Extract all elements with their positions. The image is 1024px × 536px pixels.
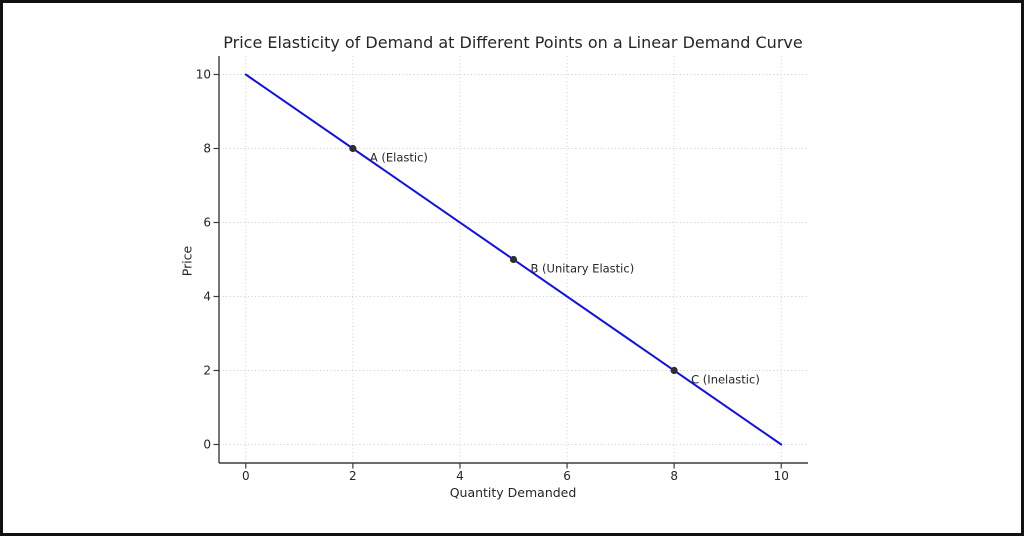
x-tick-label-8: 8 xyxy=(670,469,678,483)
x-tick-label-0: 0 xyxy=(242,469,250,483)
chart-title: Price Elasticity of Demand at Different … xyxy=(223,33,803,52)
x-tick-label-10: 10 xyxy=(774,469,789,483)
data-point-B xyxy=(509,255,518,264)
y-tick-label-8: 8 xyxy=(203,142,211,156)
x-tick-label-6: 6 xyxy=(563,469,571,483)
y-tick-label-4: 4 xyxy=(203,290,211,304)
x-axis-label: Quantity Demanded xyxy=(449,485,577,500)
y-tick-label-2: 2 xyxy=(203,364,211,378)
y-tick-label-10: 10 xyxy=(196,68,211,82)
data-point-A xyxy=(349,144,357,153)
point-label-A: A (Elastic) xyxy=(370,151,428,165)
point-label-B: B (Unitary Elastic) xyxy=(531,262,635,276)
y-axis-label: Price xyxy=(179,245,195,277)
x-tick-label-2: 2 xyxy=(349,469,357,483)
y-tick-label-0: 0 xyxy=(203,438,211,452)
point-label-C: C (Inelastic) xyxy=(691,373,760,387)
y-tick-label-6: 6 xyxy=(203,216,211,230)
data-point-C xyxy=(670,366,678,375)
x-tick-label-4: 4 xyxy=(456,469,464,483)
